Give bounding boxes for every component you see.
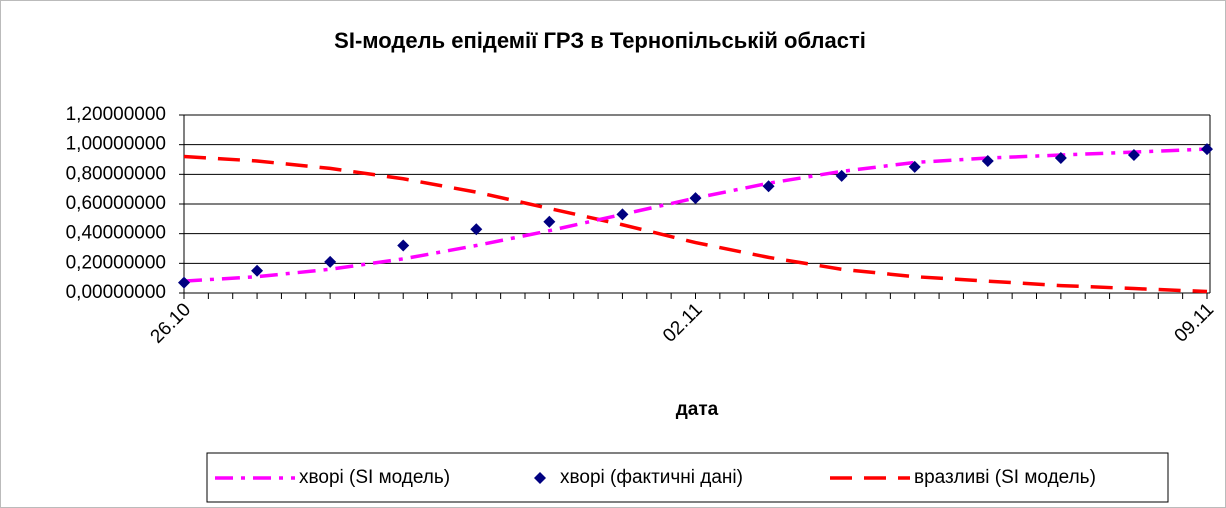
data-point <box>1127 149 1140 162</box>
data-point <box>251 264 264 277</box>
legend-label: вразливі (SI модель) <box>914 467 1096 488</box>
legend-label: хворі (SI модель) <box>299 467 450 488</box>
data-point <box>1054 152 1067 165</box>
legend-label: хворі (фактичні дані) <box>560 467 743 488</box>
data-point <box>908 160 921 173</box>
chart-title: SI-модель епідемії ГРЗ в Тернопільській … <box>334 28 866 53</box>
y-tick-label: 0,20000000 <box>66 252 166 273</box>
x-axis-label: дата <box>676 399 719 420</box>
data-point <box>470 223 483 236</box>
data-point <box>981 154 994 167</box>
y-tick-label: 0,40000000 <box>66 223 166 244</box>
data-point <box>178 276 190 289</box>
legend-box <box>206 452 1169 503</box>
y-tick-label: 0,80000000 <box>66 163 166 184</box>
data-point <box>1201 143 1213 156</box>
y-tick-label: 1,00000000 <box>66 134 166 155</box>
data-point <box>324 255 337 268</box>
legend-marker <box>534 472 546 484</box>
data-point <box>762 180 775 193</box>
series-line <box>183 147 1208 283</box>
data-point <box>397 239 410 252</box>
series-line <box>183 154 1208 294</box>
data-point <box>616 208 629 221</box>
y-tick-label: 0,60000000 <box>66 193 166 214</box>
data-point <box>689 192 702 205</box>
data-point <box>543 215 556 228</box>
data-point <box>835 169 848 182</box>
y-tick-label: 0,00000000 <box>66 282 166 303</box>
y-tick-label: 1,20000000 <box>66 104 166 125</box>
